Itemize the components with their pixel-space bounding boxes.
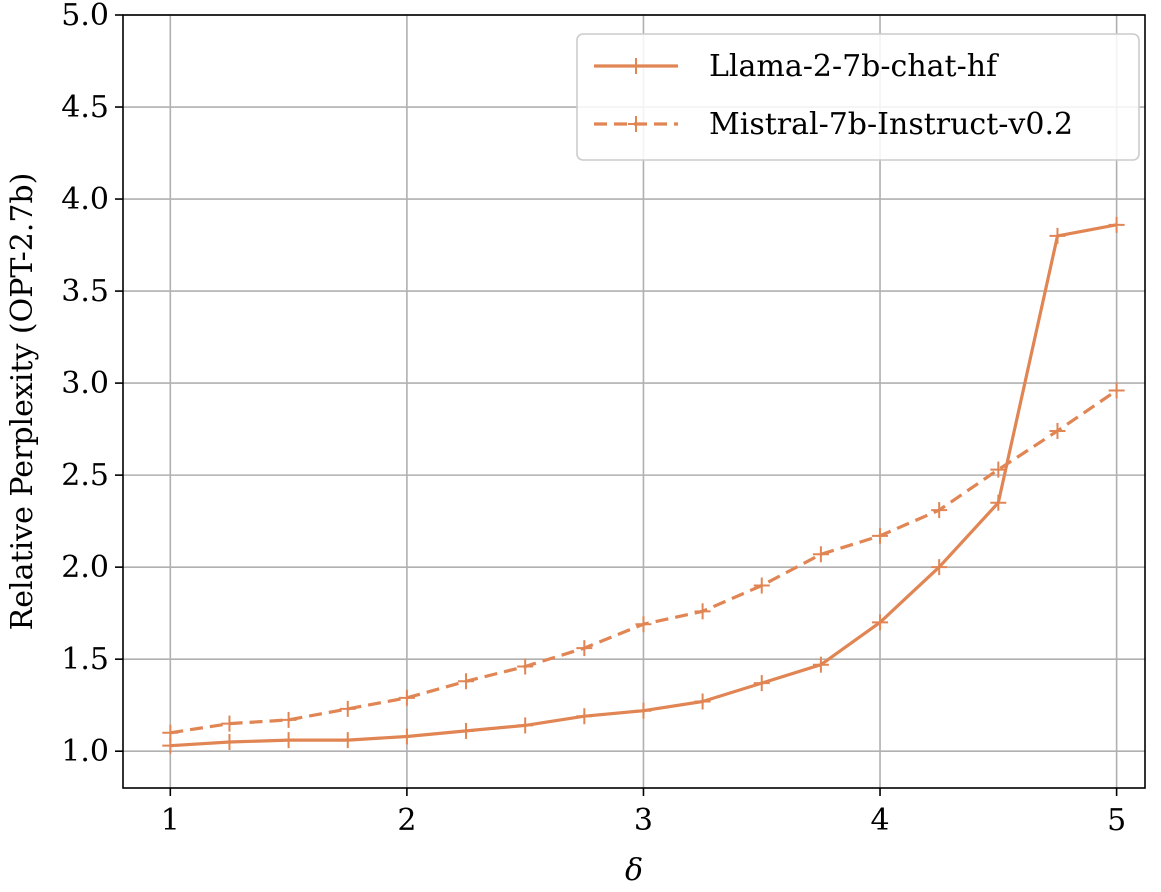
x-tick-label: 4 [870,803,889,838]
legend-label: Llama-2-7b-chat-hf [709,49,999,84]
data-point [398,728,415,745]
x-axis-label: δ [625,853,643,888]
plot-area [162,216,1125,754]
y-axis: 1.0 1.5 2.0 2.5 3.0 3.5 4.0 4.5 5.0 [61,0,123,769]
data-point [990,461,1007,478]
data-point [517,658,534,675]
x-tick-label: 3 [634,803,653,838]
data-point [753,577,770,594]
y-tick-label: 2.0 [61,550,109,585]
data-point [339,732,356,749]
data-point [753,675,770,692]
data-point [694,603,711,620]
y-axis-label: Relative Perplexity (OPT-2.7b) [5,173,40,631]
data-point [458,673,475,690]
data-point [635,616,652,633]
data-point [280,732,297,749]
x-tick-label: 1 [161,803,180,838]
legend-label: Mistral-7b-Instruct-v0.2 [709,107,1073,142]
data-point [1108,382,1125,399]
x-axis: 1 2 3 4 5 [161,788,1126,838]
data-point [458,722,475,739]
data-point [1049,422,1066,439]
data-point [635,702,652,719]
legend-box [576,33,1140,161]
data-point [576,708,593,725]
legend: Llama-2-7b-chat-hf Mistral-7b-Instruct-v0… [576,33,1140,161]
data-point [931,502,948,519]
data-point [398,689,415,706]
data-point [694,693,711,710]
data-point [990,494,1007,511]
plot-frame [122,14,1146,789]
legend-marker [628,58,644,74]
data-point [221,733,238,750]
data-point [517,717,534,734]
data-point [162,724,179,741]
data-point [812,656,829,673]
x-tick-label: 2 [397,803,416,838]
y-tick-label: 1.5 [61,642,109,677]
legend-marker [628,116,644,132]
y-tick-label: 4.0 [61,182,109,217]
y-tick-label: 1.0 [61,734,109,769]
data-point [339,700,356,717]
series-0 [162,216,1125,754]
y-tick-label: 4.5 [61,90,109,125]
data-point [1049,227,1066,244]
data-point [280,711,297,728]
legend-entry: Mistral-7b-Instruct-v0.2 [594,107,1073,142]
y-tick-label: 3.5 [61,274,109,309]
data-point [1108,216,1125,233]
y-tick-label: 3.0 [61,366,109,401]
data-point [872,527,889,544]
series-1 [162,382,1125,741]
y-tick-label: 2.5 [61,458,109,493]
x-tick-label: 5 [1107,803,1126,838]
data-point [931,559,948,576]
legend-entry: Llama-2-7b-chat-hf [594,49,999,84]
data-point [812,546,829,563]
data-point [221,715,238,732]
data-point [872,614,889,631]
data-point [576,640,593,657]
y-tick-label: 5.0 [61,0,109,33]
